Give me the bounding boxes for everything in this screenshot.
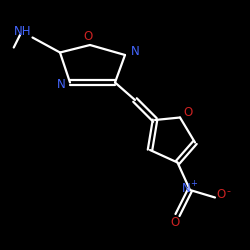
Text: O: O (216, 188, 226, 202)
Text: N: N (130, 45, 140, 58)
Text: N: N (182, 182, 191, 195)
Text: NH: NH (14, 25, 31, 38)
Text: -: - (227, 186, 231, 196)
Text: O: O (170, 216, 179, 229)
Text: N: N (57, 78, 66, 92)
Text: O: O (83, 30, 92, 43)
Text: +: + (190, 179, 197, 188)
Text: O: O (183, 106, 192, 119)
